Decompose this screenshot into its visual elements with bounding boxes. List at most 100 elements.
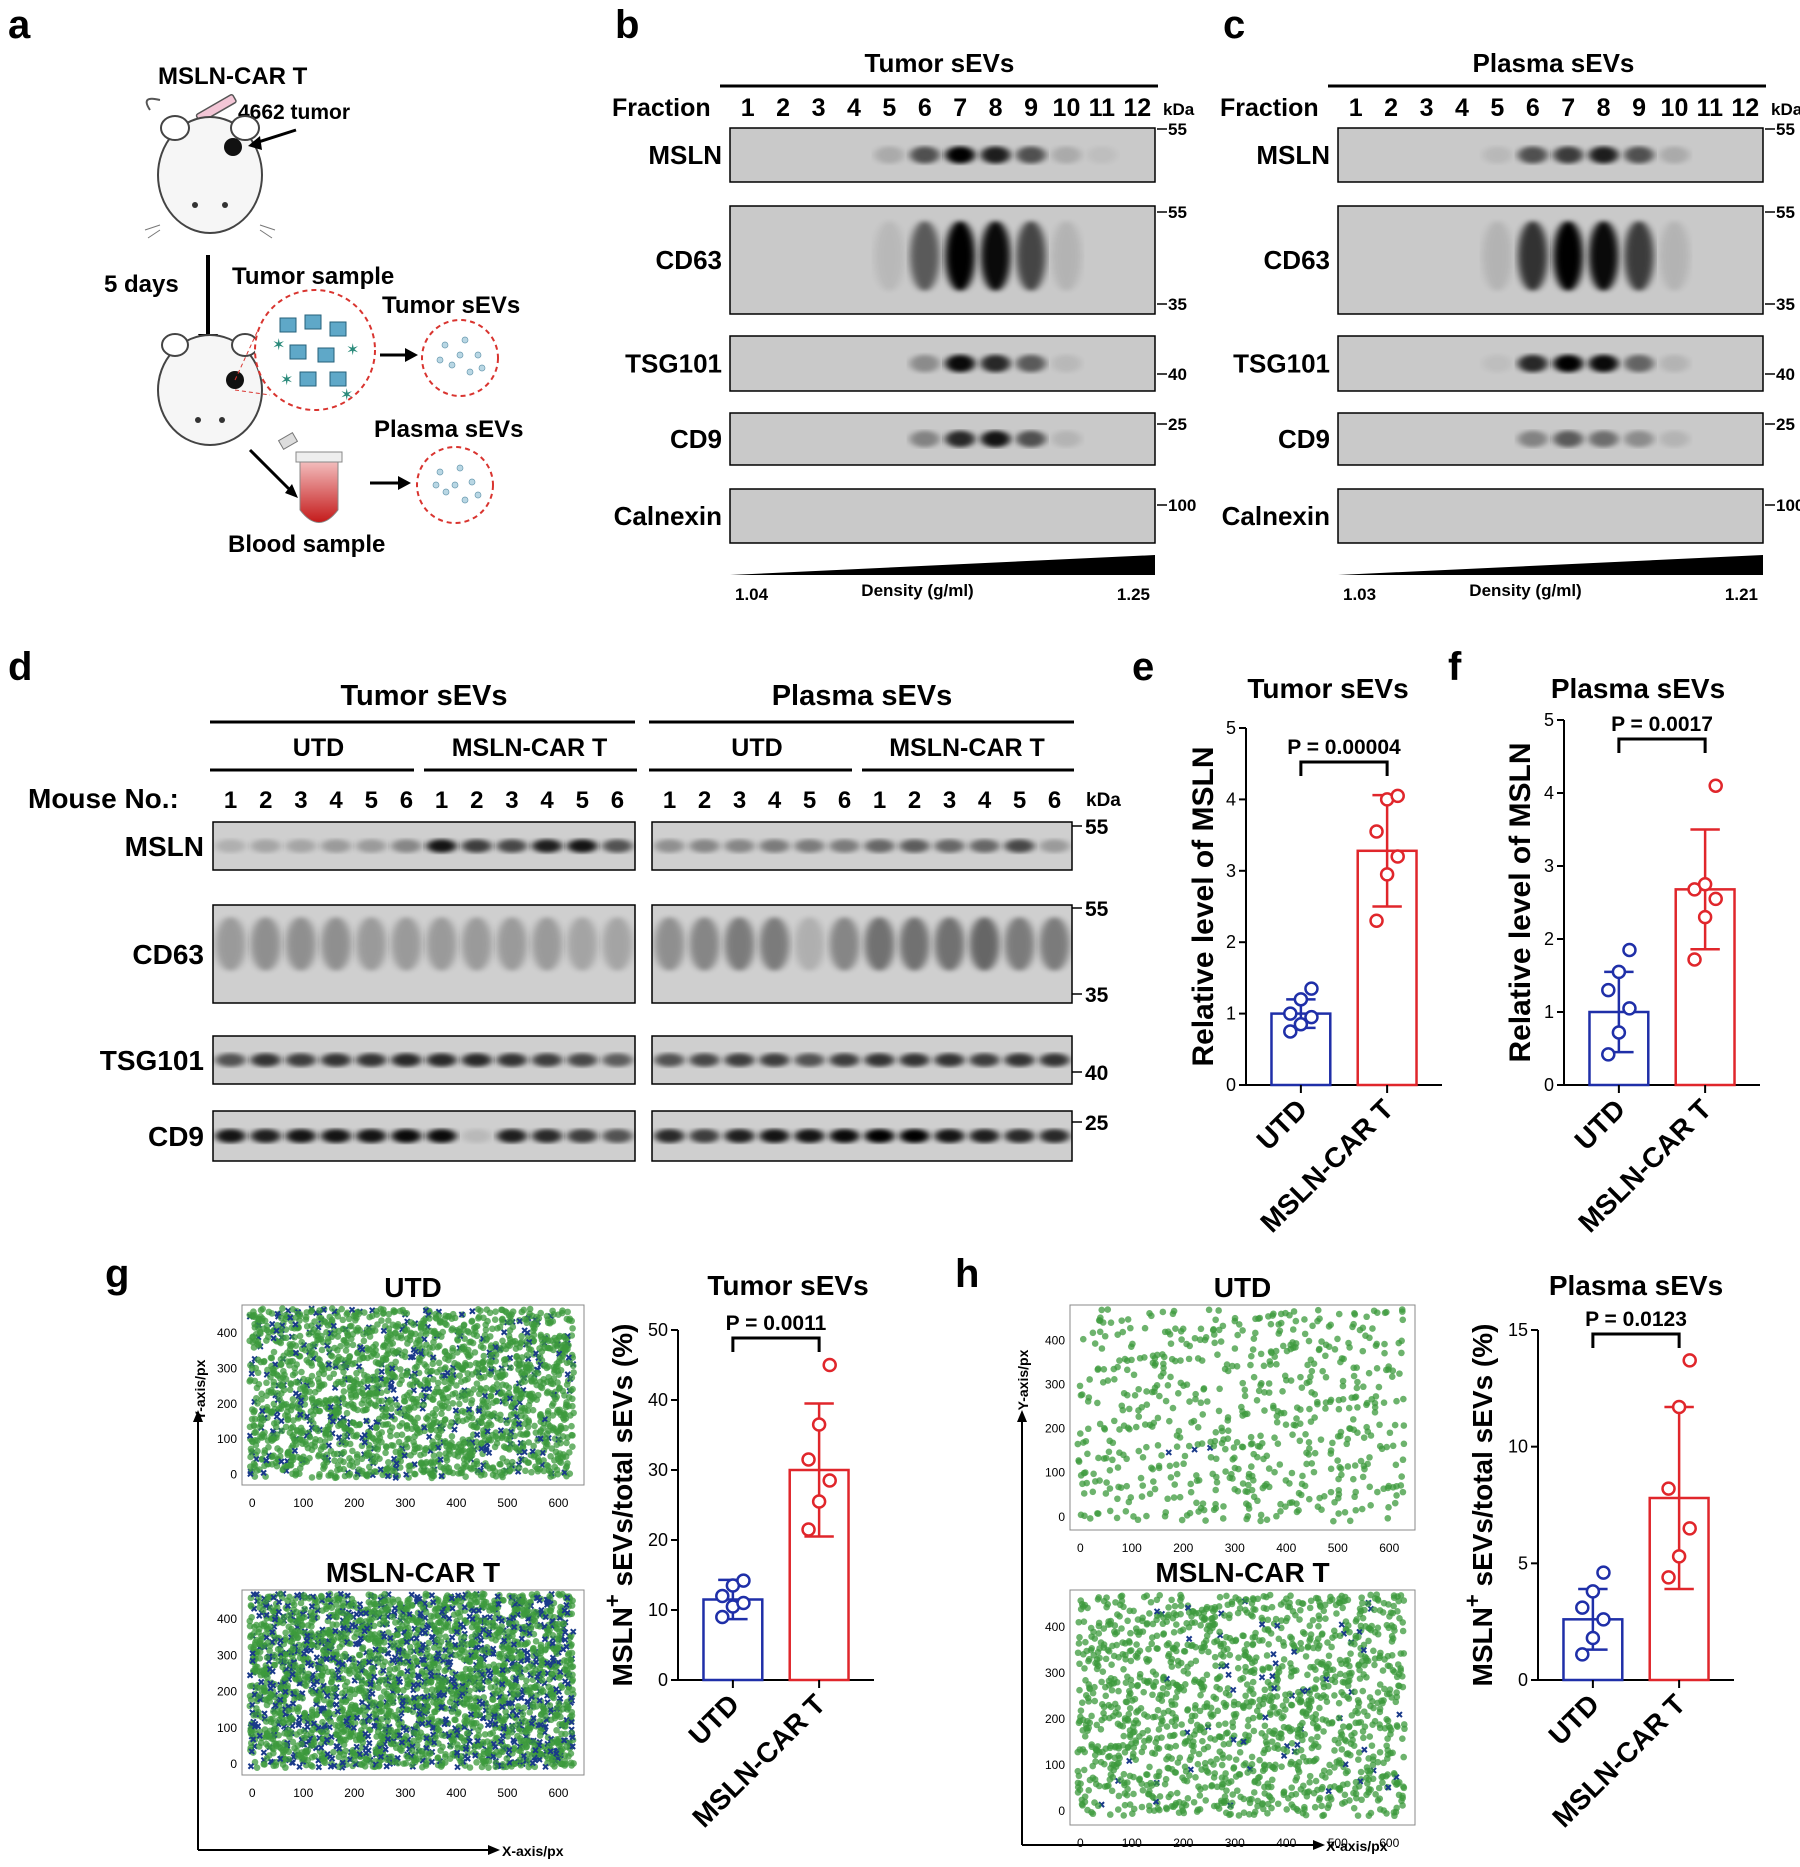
scatter-title: UTD bbox=[384, 1272, 442, 1303]
scatter-point bbox=[422, 1330, 430, 1338]
scatter-point bbox=[491, 1316, 499, 1323]
band bbox=[1553, 146, 1584, 164]
scatter-point bbox=[483, 1306, 491, 1313]
scatter-point bbox=[381, 1342, 389, 1349]
scatter-point bbox=[568, 1663, 575, 1671]
scatter-point bbox=[349, 1341, 357, 1349]
scatter-point bbox=[378, 1317, 385, 1324]
data-point bbox=[1304, 1009, 1319, 1025]
x-tick-label: 0 bbox=[249, 1496, 256, 1510]
scatter-point bbox=[322, 1396, 329, 1404]
scatter-point bbox=[333, 1450, 341, 1458]
scatter-point bbox=[324, 1338, 332, 1345]
band bbox=[1553, 430, 1584, 448]
scatter-point bbox=[309, 1341, 317, 1349]
scatter-point bbox=[417, 1323, 425, 1331]
scatter-point bbox=[356, 1326, 364, 1334]
scatter-point bbox=[328, 1305, 336, 1312]
band bbox=[567, 1129, 598, 1143]
protein-label: TSG101 bbox=[100, 1045, 204, 1076]
scatter-point bbox=[545, 1344, 552, 1352]
scatter-point bbox=[503, 1419, 511, 1427]
scatter-point bbox=[358, 1467, 366, 1475]
scatter-point bbox=[286, 1461, 294, 1469]
band bbox=[724, 1053, 755, 1067]
tumor-4662-label: 4662 tumor bbox=[238, 101, 350, 124]
kda-label: kDa bbox=[1163, 100, 1195, 119]
band bbox=[285, 839, 316, 853]
scatter-point bbox=[403, 1421, 411, 1429]
band bbox=[532, 839, 563, 853]
scatter-point bbox=[405, 1404, 412, 1412]
scatter-point bbox=[377, 1655, 385, 1662]
band bbox=[1004, 839, 1035, 853]
scatter-point bbox=[330, 1748, 337, 1756]
band bbox=[1039, 839, 1070, 853]
band bbox=[321, 1053, 352, 1067]
protein-label: CD63 bbox=[656, 245, 722, 275]
scatter-point bbox=[296, 1728, 304, 1736]
blood-sample-label: Blood sample bbox=[228, 531, 385, 558]
band bbox=[461, 1053, 492, 1067]
scatter-point bbox=[258, 1456, 266, 1463]
band bbox=[899, 1129, 930, 1143]
scatter-point bbox=[377, 1360, 385, 1368]
scatter-point bbox=[308, 1474, 316, 1481]
density-max: 1.25 bbox=[1117, 585, 1150, 604]
blot-strip bbox=[1337, 205, 1764, 315]
band bbox=[864, 1053, 895, 1067]
data-point bbox=[1293, 992, 1309, 1007]
scatter-point bbox=[438, 1410, 445, 1417]
scatter-point bbox=[314, 1427, 322, 1435]
scatter-point bbox=[492, 1397, 500, 1405]
marker-label: 40 bbox=[1085, 1062, 1108, 1085]
scatter-point bbox=[486, 1413, 494, 1420]
scatter-point bbox=[372, 1402, 380, 1410]
scatter-point bbox=[470, 1464, 478, 1472]
scatter-point bbox=[420, 1401, 428, 1409]
scatter-point bbox=[359, 1719, 366, 1726]
scatter-point bbox=[564, 1308, 571, 1316]
scatter-point bbox=[365, 1392, 372, 1400]
band bbox=[759, 1129, 790, 1143]
band bbox=[1016, 220, 1046, 292]
band bbox=[391, 917, 422, 971]
scatter-point bbox=[529, 1406, 537, 1414]
fraction-number: 10 bbox=[1661, 94, 1689, 122]
scatter-point bbox=[342, 1347, 350, 1354]
scatter-point bbox=[425, 1639, 433, 1647]
scatter-point bbox=[333, 1466, 341, 1474]
mouse-number: 6 bbox=[400, 787, 413, 814]
scatter-point bbox=[346, 1376, 354, 1384]
scatter-point bbox=[308, 1362, 316, 1369]
scatter-point bbox=[540, 1380, 547, 1387]
scatter-point bbox=[360, 1378, 368, 1385]
scatter-point bbox=[403, 1392, 411, 1399]
scatter-point bbox=[277, 1339, 285, 1347]
scatter-point bbox=[414, 1414, 422, 1422]
scatter-point-msln bbox=[248, 1370, 255, 1377]
scatter-point bbox=[252, 1330, 260, 1338]
band bbox=[909, 354, 940, 373]
blot-strip bbox=[1337, 412, 1764, 466]
scatter-point bbox=[378, 1397, 386, 1405]
band bbox=[285, 917, 316, 971]
scatter-point bbox=[518, 1390, 525, 1398]
scatter-point bbox=[308, 1380, 315, 1388]
scatter-point bbox=[472, 1324, 479, 1331]
band bbox=[724, 917, 755, 971]
scatter-point bbox=[338, 1355, 345, 1363]
scatter-point bbox=[413, 1363, 420, 1370]
scatter-point bbox=[341, 1362, 349, 1370]
scatter-point bbox=[318, 1346, 326, 1354]
scatter-point bbox=[385, 1683, 392, 1691]
y-tick-label: 0 bbox=[1226, 1075, 1236, 1095]
density-wedge bbox=[730, 555, 1155, 575]
scatter-point bbox=[435, 1359, 443, 1367]
fraction-label: Fraction bbox=[612, 94, 711, 122]
scatter-point bbox=[531, 1422, 538, 1430]
scatter-point-msln bbox=[363, 1417, 370, 1425]
scatter-point bbox=[333, 1621, 340, 1628]
